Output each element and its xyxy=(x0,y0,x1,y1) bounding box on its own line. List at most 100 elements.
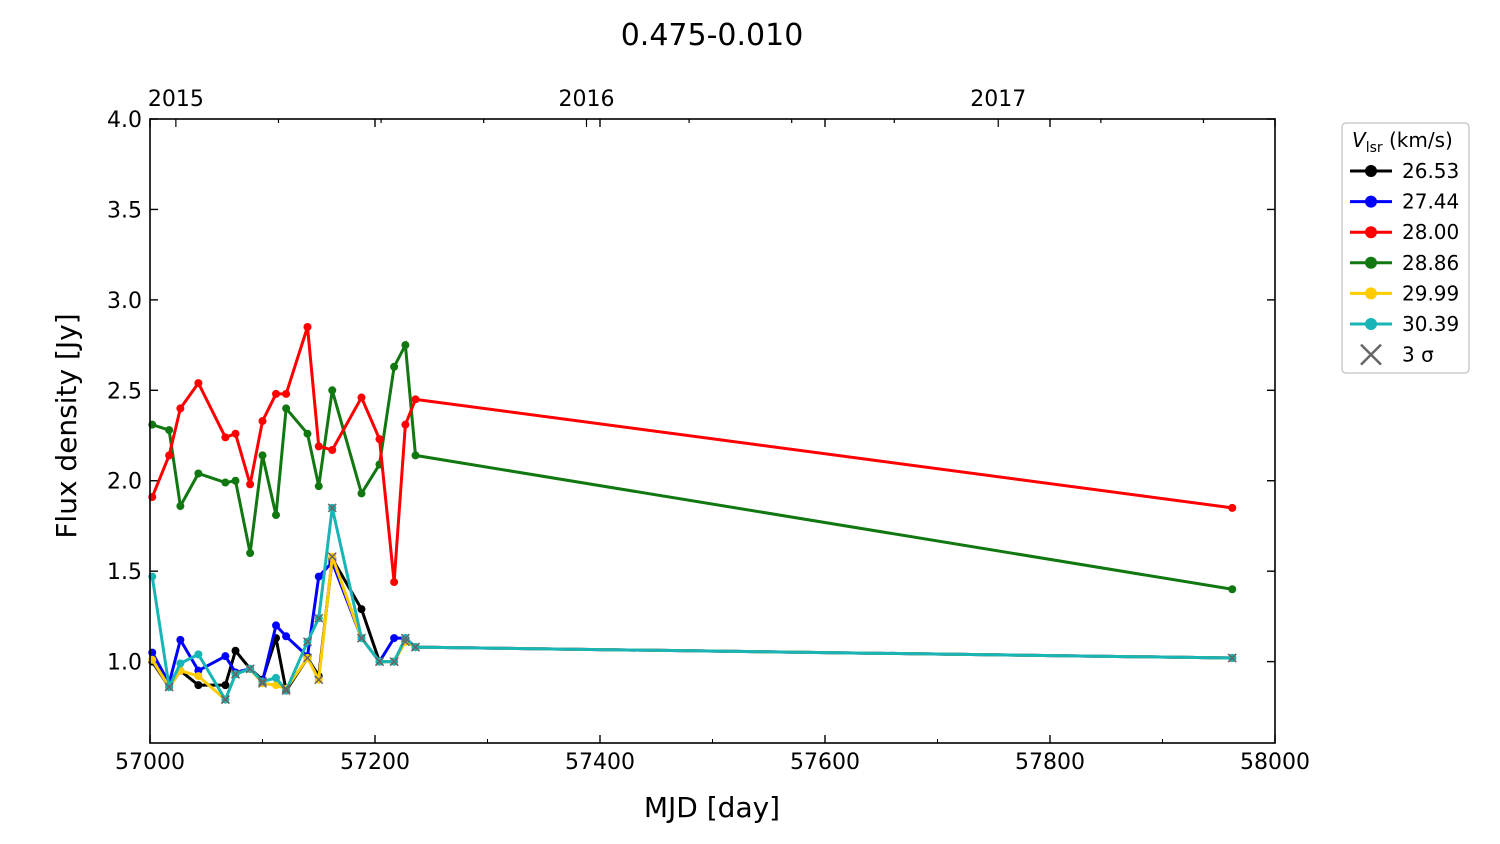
data-point-28.86 xyxy=(194,469,203,478)
x-tick-label: 57200 xyxy=(340,750,410,775)
legend-marker-28.00 xyxy=(1365,226,1377,239)
data-point-28.86 xyxy=(165,426,174,435)
x-axis-label: MJD [day] xyxy=(644,791,780,824)
sigma3-marker xyxy=(314,613,324,623)
legend-label: 28.86 xyxy=(1402,251,1459,275)
sigma3-marker xyxy=(257,678,268,688)
legend-label: 26.53 xyxy=(1402,159,1459,183)
legend-sigma3-icon xyxy=(1360,343,1382,366)
data-point-27.44 xyxy=(390,634,399,643)
data-point-28.86 xyxy=(231,476,240,485)
data-point-28.86 xyxy=(328,386,337,395)
legend-marker-29.99 xyxy=(1365,287,1377,300)
data-point-28.00 xyxy=(303,323,312,331)
top-axis-year-label: 2015 xyxy=(148,87,204,112)
x-tick-label: 57800 xyxy=(1015,750,1085,775)
sigma3-marker xyxy=(164,682,174,692)
data-point-28.00 xyxy=(231,429,240,438)
sigma3-marker xyxy=(257,676,268,687)
data-point-27.44 xyxy=(221,652,230,661)
sigma3-marker xyxy=(400,633,410,643)
data-point-28.86 xyxy=(282,404,291,413)
sigma3-marker xyxy=(314,675,324,685)
y-tick-label: 3.0 xyxy=(107,289,142,314)
legend-label: 30.39 xyxy=(1402,312,1459,336)
data-point-28.00 xyxy=(272,389,280,398)
data-point-28.00 xyxy=(176,404,185,413)
sigma3-marker xyxy=(281,684,291,694)
data-point-26.53 xyxy=(231,646,240,655)
data-point-28.00 xyxy=(282,389,291,398)
data-point-28.86 xyxy=(390,362,399,371)
data-point-30.39 xyxy=(176,659,185,668)
data-point-30.39 xyxy=(272,673,280,682)
data-point-28.86 xyxy=(357,489,366,498)
data-point-27.44 xyxy=(176,635,185,644)
data-point-28.00 xyxy=(165,451,174,460)
data-point-28.00 xyxy=(246,480,255,489)
legend: Vlsr (km/s) 26.53 27.44 28.00 28.86 29.99 30.… xyxy=(1341,122,1470,374)
y-tick-label: 1.5 xyxy=(107,560,142,585)
data-point-28.86 xyxy=(258,451,267,460)
sigma3-marker xyxy=(356,633,367,643)
y-tick-label: 3.5 xyxy=(107,198,142,223)
series-line-28.00 xyxy=(150,326,1233,583)
data-point-30.39 xyxy=(194,650,203,659)
series-line-27.44 xyxy=(150,559,1233,688)
sigma3-marker xyxy=(302,637,313,647)
y-tick-label: 2.0 xyxy=(107,470,142,495)
legend-label: 29.99 xyxy=(1402,281,1459,305)
data-point-28.86 xyxy=(1228,585,1237,594)
data-point-29.99 xyxy=(272,681,280,690)
data-point-28.86 xyxy=(272,511,280,520)
data-point-28.00 xyxy=(328,445,337,454)
top-axis-year-label: 2016 xyxy=(559,87,615,112)
data-point-27.44 xyxy=(282,632,291,641)
top-axis-year-label: 2017 xyxy=(970,87,1026,112)
data-point-26.53 xyxy=(194,681,203,690)
data-point-28.00 xyxy=(401,420,410,429)
sigma3-marker xyxy=(410,642,421,652)
legend-marker-27.44 xyxy=(1365,195,1377,208)
data-point-28.86 xyxy=(411,451,420,460)
data-point-28.00 xyxy=(390,578,399,587)
data-point-28.86 xyxy=(221,478,230,487)
data-point-28.86 xyxy=(246,549,255,558)
legend-label: 28.00 xyxy=(1402,220,1459,244)
legend-label: 27.44 xyxy=(1402,190,1459,214)
sigma3-marker xyxy=(389,657,399,667)
sigma3-marker xyxy=(327,552,337,562)
data-point-28.86 xyxy=(303,429,312,438)
legend-marker-28.86 xyxy=(1365,256,1377,269)
data-point-28.00 xyxy=(258,417,267,426)
data-point-26.53 xyxy=(221,681,230,690)
legend-sigma3-label: 3 σ xyxy=(1402,343,1434,367)
sigma3-marker xyxy=(245,664,255,674)
legend-title: Vlsr (km/s) xyxy=(1352,128,1453,156)
sigma3-marker xyxy=(230,669,241,679)
data-point-28.00 xyxy=(194,379,203,388)
sigma3-marker xyxy=(220,695,230,705)
data-point-28.00 xyxy=(357,393,366,402)
x-tick-label: 57000 xyxy=(115,750,185,775)
data-point-28.00 xyxy=(375,435,384,444)
data-point-28.00 xyxy=(1228,503,1237,512)
legend-box xyxy=(1341,122,1470,374)
data-point-28.86 xyxy=(314,482,323,491)
y-tick-label: 4.0 xyxy=(107,108,142,133)
plot-frame xyxy=(149,118,1276,744)
sigma3-marker xyxy=(400,637,410,647)
x-tick-label: 57600 xyxy=(790,750,860,775)
data-point-29.99 xyxy=(194,672,203,681)
data-point-27.44 xyxy=(314,572,323,581)
legend-marker-30.39 xyxy=(1365,318,1377,330)
x-tick-label: 57400 xyxy=(565,750,635,775)
series-line-28.86 xyxy=(151,339,1233,591)
sigma3-marker xyxy=(281,686,291,696)
data-point-28.86 xyxy=(176,502,185,511)
data-point-28.00 xyxy=(411,395,420,404)
y-axis-label: Flux density [Jy] xyxy=(50,313,83,538)
y-tick-label: 1.0 xyxy=(107,651,142,676)
sigma3-marker xyxy=(302,653,313,663)
